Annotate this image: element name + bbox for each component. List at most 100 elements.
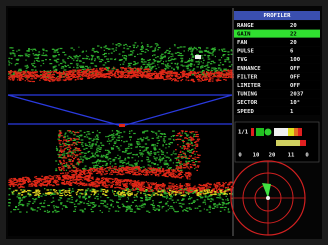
echo-return bbox=[105, 185, 107, 186]
echo-return bbox=[74, 171, 77, 172]
menu-item[interactable]: PULSE6 bbox=[234, 47, 320, 55]
echo-speckle bbox=[205, 65, 208, 66]
echo-return bbox=[54, 175, 55, 176]
echo-speckle bbox=[152, 144, 155, 145]
echo-speckle bbox=[129, 131, 131, 132]
echo-return bbox=[36, 178, 37, 179]
echo-speckle bbox=[21, 200, 23, 201]
echo-speckle bbox=[15, 207, 17, 208]
echo-return bbox=[170, 78, 173, 79]
echo-return bbox=[37, 180, 39, 181]
menu-item[interactable]: GAIN22 bbox=[234, 30, 320, 38]
echo-speckle bbox=[229, 61, 231, 62]
echo-return bbox=[159, 173, 162, 174]
radar bbox=[231, 161, 305, 235]
echo-return bbox=[79, 176, 82, 177]
echo-return bbox=[101, 180, 104, 181]
menu-item[interactable]: ENHANCEOFF bbox=[234, 64, 320, 72]
echo-speckle bbox=[81, 144, 82, 145]
menu-item[interactable]: SPEED1 bbox=[234, 107, 320, 115]
echo-return bbox=[147, 182, 149, 183]
echo-speckle bbox=[166, 198, 167, 199]
echo-return bbox=[93, 68, 94, 69]
echo-return bbox=[192, 158, 195, 159]
echo-return bbox=[105, 76, 107, 77]
echo-speckle bbox=[35, 50, 36, 51]
echo-strong bbox=[207, 192, 209, 193]
echo-speckle bbox=[208, 196, 210, 197]
echo-return bbox=[225, 80, 227, 81]
echo-return bbox=[46, 185, 47, 186]
echo-speckle bbox=[49, 59, 51, 60]
echo-return bbox=[62, 164, 63, 165]
echo-return bbox=[25, 74, 28, 75]
menu-item[interactable]: TVG100 bbox=[234, 55, 320, 63]
echo-return bbox=[80, 78, 81, 79]
echo-speckle bbox=[226, 59, 227, 60]
echo-speckle bbox=[104, 56, 105, 57]
echo-return bbox=[175, 174, 176, 175]
echo-return bbox=[53, 74, 55, 75]
echo-speckle bbox=[189, 203, 191, 204]
echo-return bbox=[101, 70, 104, 71]
echo-speckle bbox=[140, 67, 143, 68]
echo-return bbox=[94, 71, 97, 72]
echo-return bbox=[181, 80, 182, 81]
echo-return bbox=[197, 139, 198, 140]
echo-speckle bbox=[189, 196, 190, 197]
echo-speckle bbox=[158, 67, 159, 68]
echo-return bbox=[199, 184, 201, 185]
echo-speckle bbox=[138, 144, 139, 145]
echo-strong bbox=[124, 190, 127, 191]
echo-speckle bbox=[68, 144, 70, 145]
menu-item[interactable]: FAN20 bbox=[234, 38, 320, 46]
menu-item[interactable]: LIMITEROFF bbox=[234, 81, 320, 89]
echo-speckle bbox=[82, 66, 84, 67]
echo-return bbox=[214, 72, 215, 73]
echo-return bbox=[16, 76, 18, 77]
echo-speckle bbox=[188, 70, 189, 71]
echo-strong bbox=[39, 193, 41, 194]
echo-speckle bbox=[142, 203, 143, 204]
echo-speckle bbox=[91, 144, 93, 145]
echo-return bbox=[41, 181, 42, 182]
echo-return bbox=[166, 172, 168, 173]
echo-return bbox=[152, 73, 155, 74]
menu-item[interactable]: FILTEROFF bbox=[234, 73, 320, 81]
echo-return bbox=[68, 130, 71, 131]
echo-speckle bbox=[149, 161, 151, 162]
echo-return bbox=[180, 76, 181, 77]
sonar-bg bbox=[8, 8, 232, 236]
echo-return bbox=[181, 176, 183, 177]
echo-return bbox=[103, 179, 104, 180]
echo-return bbox=[198, 155, 201, 156]
echo-speckle bbox=[199, 210, 201, 211]
echo-return bbox=[128, 75, 130, 76]
echo-return bbox=[62, 175, 63, 176]
echo-speckle bbox=[133, 47, 135, 48]
echo-speckle bbox=[125, 44, 127, 45]
echo-return bbox=[43, 72, 45, 73]
echo-speckle bbox=[150, 46, 152, 47]
echo-speckle bbox=[171, 136, 172, 137]
echo-speckle bbox=[225, 199, 226, 200]
menu-item[interactable]: SECTOR10° bbox=[234, 98, 320, 106]
echo-speckle bbox=[152, 189, 153, 190]
echo-speckle bbox=[161, 151, 162, 152]
echo-speckle bbox=[87, 137, 89, 138]
menu-item[interactable]: TUNING2037 bbox=[234, 90, 320, 98]
echo-speckle bbox=[171, 67, 173, 68]
echo-speckle bbox=[184, 62, 187, 63]
echo-return bbox=[189, 176, 191, 177]
echo-strong bbox=[227, 194, 228, 195]
echo-speckle bbox=[185, 192, 188, 193]
echo-speckle bbox=[191, 160, 193, 161]
echo-speckle bbox=[169, 48, 170, 49]
echo-speckle bbox=[219, 59, 221, 60]
echo-speckle bbox=[220, 211, 222, 212]
menu-item[interactable]: RANGE20 bbox=[234, 21, 320, 29]
echo-strong bbox=[69, 193, 70, 194]
echo-speckle bbox=[200, 67, 202, 68]
echo-return bbox=[76, 173, 78, 174]
echo-return bbox=[117, 69, 119, 70]
